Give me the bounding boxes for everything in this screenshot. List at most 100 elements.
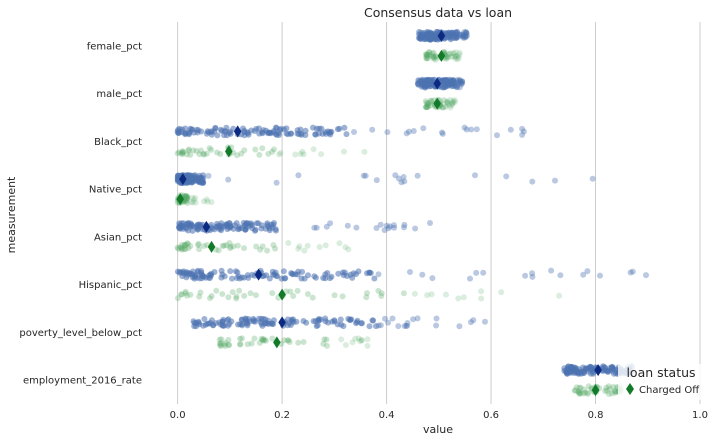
data-point	[401, 178, 408, 185]
data-point	[612, 389, 619, 396]
data-point	[264, 220, 271, 227]
data-point	[302, 127, 309, 134]
data-point	[446, 102, 453, 109]
data-point	[432, 53, 439, 60]
data-point	[190, 147, 197, 154]
chart-title: Consensus data vs loan	[364, 5, 512, 20]
data-point	[519, 131, 526, 138]
data-point	[237, 335, 244, 342]
data-point	[456, 33, 462, 40]
data-point	[392, 172, 399, 179]
data-point	[575, 388, 582, 395]
data-point	[377, 221, 384, 228]
data-point	[194, 267, 201, 274]
data-point	[424, 51, 431, 58]
data-point	[603, 384, 610, 391]
data-point	[190, 196, 197, 203]
data-point	[243, 220, 250, 227]
data-point	[295, 339, 302, 346]
data-point	[423, 53, 430, 60]
data-point	[184, 292, 190, 299]
y-tick-label: Black_pct	[94, 137, 142, 148]
data-point	[336, 240, 343, 247]
data-point	[221, 273, 228, 280]
data-point	[507, 126, 514, 133]
data-point	[256, 339, 263, 346]
data-point	[285, 240, 292, 246]
data-point	[183, 151, 190, 158]
data-point	[265, 150, 272, 157]
data-point	[428, 98, 435, 104]
mean-marker	[591, 384, 600, 397]
data-point	[301, 247, 308, 254]
data-point	[423, 51, 430, 58]
data-point	[295, 245, 302, 252]
data-point	[213, 287, 220, 294]
data-point	[462, 28, 469, 35]
data-point	[439, 104, 446, 111]
data-point	[463, 30, 470, 37]
data-point	[449, 100, 456, 107]
data-point	[239, 321, 246, 328]
data-point	[179, 148, 186, 155]
mean-marker	[202, 220, 211, 233]
data-point	[422, 77, 429, 84]
data-point	[364, 290, 370, 297]
data-point	[190, 172, 197, 179]
data-point	[461, 29, 468, 36]
data-point	[462, 33, 469, 39]
data-point	[177, 244, 184, 251]
legend-background	[618, 364, 704, 400]
data-point	[222, 339, 229, 346]
data-point	[322, 271, 329, 278]
data-point	[452, 82, 459, 89]
data-point	[198, 174, 205, 181]
data-point	[430, 49, 437, 56]
data-point	[454, 80, 461, 87]
data-point	[611, 370, 617, 377]
data-point	[253, 292, 259, 299]
data-point	[183, 274, 190, 281]
data-point	[185, 245, 192, 252]
data-point	[459, 78, 466, 85]
data-point	[257, 246, 264, 253]
data-point	[227, 268, 234, 275]
data-point	[223, 242, 230, 249]
data-point	[315, 317, 322, 324]
data-point	[529, 270, 536, 277]
data-point	[361, 148, 368, 155]
data-point	[299, 148, 306, 155]
data-point	[473, 269, 480, 276]
data-point	[185, 221, 192, 227]
data-point	[480, 269, 487, 276]
data-point	[187, 291, 194, 298]
data-point	[375, 287, 382, 294]
data-point	[447, 50, 454, 57]
data-point	[193, 126, 200, 133]
data-point	[398, 179, 405, 186]
data-point	[423, 99, 430, 106]
data-point	[587, 364, 594, 371]
data-point	[607, 385, 613, 392]
data-point	[351, 129, 357, 135]
data-point	[375, 271, 382, 278]
mean-marker	[278, 288, 286, 301]
data-point	[204, 128, 211, 135]
data-point	[612, 388, 619, 395]
data-point	[234, 269, 241, 276]
data-point	[468, 126, 475, 133]
data-point	[193, 148, 200, 154]
data-point	[453, 29, 460, 36]
data-point	[182, 196, 189, 203]
y-tick-label: Hispanic_pct	[79, 280, 142, 291]
data-point	[432, 56, 439, 63]
data-point	[459, 78, 466, 85]
data-point	[183, 197, 190, 204]
data-point	[447, 104, 454, 111]
data-point	[353, 224, 360, 231]
data-point	[285, 337, 292, 344]
data-point	[414, 172, 421, 179]
data-point	[227, 245, 234, 252]
data-point	[612, 388, 619, 395]
data-point	[185, 147, 192, 154]
